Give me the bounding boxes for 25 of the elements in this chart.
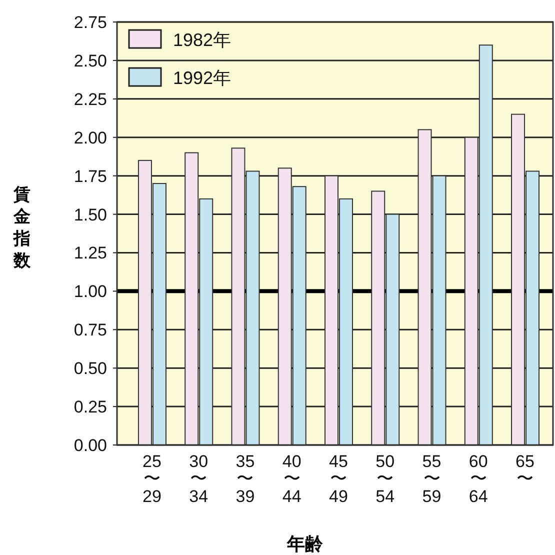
y-tick-label: 2.50 [74,51,107,70]
legend-label: 1982年 [173,30,232,50]
x-tick-label: 30〜34 [189,452,208,506]
y-tick-label: 1.75 [74,166,107,186]
y-tick-label: 1.25 [74,244,107,263]
x-tick-label: 35〜39 [236,452,255,506]
y-axis-title: 賃金指数 [12,185,32,270]
x-tick-label: 60〜64 [468,452,488,506]
y-tick-label: 2.75 [74,13,107,32]
y-tick-label: 0.75 [74,320,107,340]
x-tick-label: 40〜44 [282,452,302,506]
x-tick-label: 55〜59 [422,452,442,506]
legend-label: 1992年 [173,68,232,88]
y-tick-label: 0.25 [74,398,107,417]
x-tick-label: 45〜49 [329,452,348,506]
x-tick-label: 65〜 [516,452,534,488]
y-tick-label: 2.00 [74,128,107,148]
x-tick-label: 25〜29 [142,452,162,506]
y-tick-label: 1.00 [74,282,107,302]
y-tick-label: 2.25 [74,90,107,109]
x-axis-title: 年齢 [286,534,324,554]
y-tick-label: 1.50 [74,205,107,224]
y-tick-label: 0.50 [74,359,107,378]
x-tick-label: 50〜54 [376,452,395,506]
y-tick-label: 0.00 [74,436,107,455]
